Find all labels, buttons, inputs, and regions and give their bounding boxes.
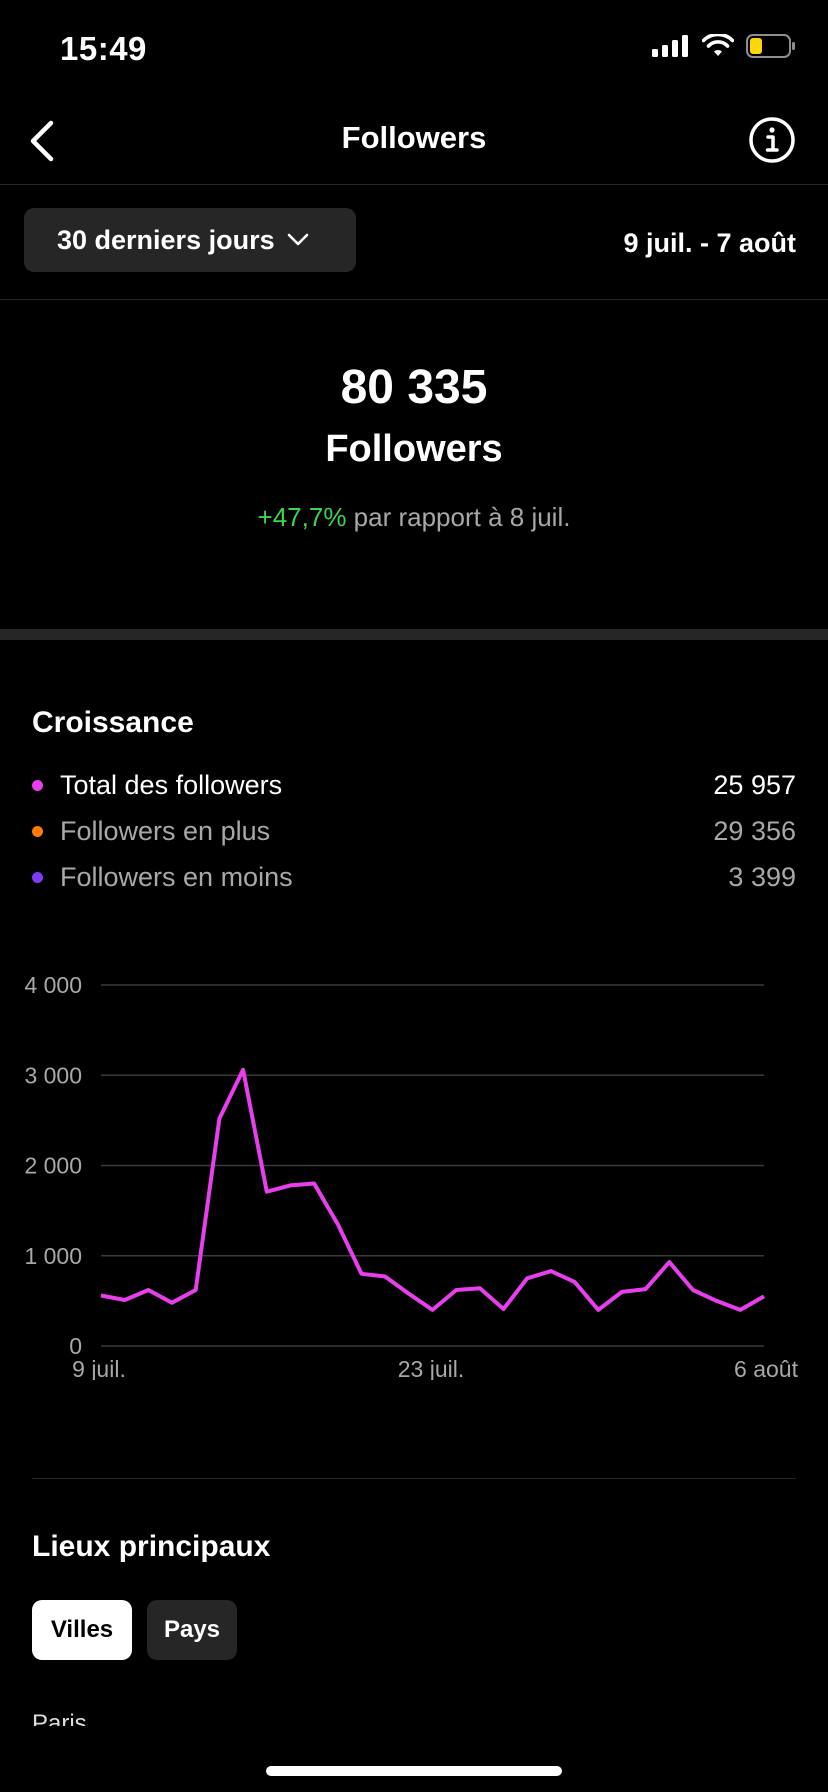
followers-line-chart: 0 1 000 2 000 3 000 4 000 9 juil. 23 juil. 6 ao… [24, 972, 799, 1380]
tab-pays[interactable]: Pays [147, 1600, 237, 1660]
page-title: Followers [341, 120, 487, 155]
legend-dot [32, 871, 43, 883]
y-tick-label: 0 [69, 1333, 82, 1359]
legend-dot [32, 825, 43, 837]
back-chevron-icon[interactable] [22, 118, 62, 164]
divider [0, 299, 828, 300]
status-time: 15:49 [60, 30, 147, 67]
battery-icon [746, 34, 795, 58]
change-percent: +47,7% [257, 502, 347, 532]
tab-villes[interactable]: Villes [32, 1600, 132, 1660]
series-line [100, 1067, 765, 1312]
growth-title: Croissance [32, 706, 194, 739]
wifi-icon [702, 34, 734, 56]
section-separator [0, 629, 828, 640]
legend-value: 3 399 [728, 861, 796, 892]
legend-label: Total des followers [60, 769, 283, 800]
location-item: Paris [32, 1710, 87, 1726]
followers-count: 80 335 [340, 361, 488, 414]
y-tick-label: 3 000 [24, 1062, 82, 1088]
x-tick-label: 9 juil. [72, 1356, 126, 1380]
legend-value: 25 957 [713, 769, 796, 800]
status-icons [652, 34, 796, 58]
legend-label: Followers en moins [60, 861, 293, 892]
y-tick-label: 2 000 [24, 1153, 82, 1179]
info-icon[interactable] [748, 116, 796, 164]
change-text: +47,7% par rapport à 8 juil. [0, 502, 828, 533]
legend-row: Followers en plus 29 356 [32, 811, 796, 851]
date-range: 9 juil. - 7 août [623, 228, 796, 258]
locations-title: Lieux principaux [32, 1530, 271, 1563]
legend-value: 29 356 [713, 815, 796, 846]
legend-row: Followers en moins 3 399 [32, 857, 796, 897]
followers-label: Followers [325, 428, 503, 470]
legend-row: Total des followers 25 957 [32, 765, 796, 805]
legend-label: Followers en plus [60, 815, 271, 846]
period-dropdown[interactable]: 30 derniers jours [24, 208, 356, 272]
chevron-down-icon [287, 233, 308, 246]
y-tick-label: 1 000 [24, 1243, 82, 1269]
x-tick-label: 23 juil. [398, 1356, 464, 1380]
x-tick-label: 6 août [734, 1356, 799, 1380]
period-label: 30 derniers jours [57, 224, 275, 255]
y-tick-label: 4 000 [24, 972, 82, 998]
divider [32, 1478, 796, 1479]
home-indicator[interactable] [266, 1766, 562, 1776]
divider [0, 184, 828, 185]
legend-dot [32, 779, 43, 791]
change-suffix: par rapport à 8 juil. [353, 502, 571, 532]
signal-icon [652, 35, 688, 57]
